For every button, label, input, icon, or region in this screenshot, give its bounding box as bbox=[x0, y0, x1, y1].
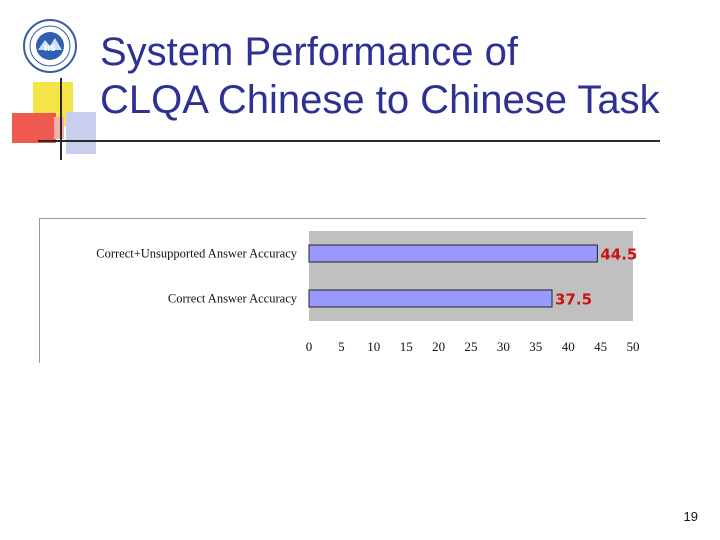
x-tick-label-10: 50 bbox=[627, 339, 640, 354]
decor-blue-square bbox=[66, 112, 96, 154]
bar-0 bbox=[308, 244, 598, 263]
bar-1 bbox=[308, 289, 553, 308]
x-tick-label-1: 5 bbox=[338, 339, 345, 354]
x-tick-label-4: 20 bbox=[432, 339, 445, 354]
bar-chart-svg: Correct+Unsupported Answer Accuracy 44.5 C… bbox=[96, 231, 640, 354]
institution-seal-logo: IIS bbox=[23, 19, 77, 73]
decor-horizontal-line bbox=[38, 140, 660, 142]
decor-vertical-line bbox=[60, 78, 62, 160]
category-label-0: Correct+Unsupported Answer Accuracy bbox=[96, 247, 297, 261]
category-label-1: Correct Answer Accuracy bbox=[168, 292, 298, 306]
svg-text:IIS: IIS bbox=[44, 44, 56, 53]
x-tick-label-3: 15 bbox=[400, 339, 413, 354]
x-tick-label-7: 35 bbox=[529, 339, 542, 354]
x-tick-label-0: 0 bbox=[306, 339, 313, 354]
x-tick-label-2: 10 bbox=[367, 339, 380, 354]
x-tick-label-9: 45 bbox=[594, 339, 607, 354]
value-label-1: 37.5 bbox=[555, 291, 592, 309]
bar-chart: Correct+Unsupported Answer Accuracy 44.5 C… bbox=[39, 218, 646, 363]
page-number: 19 bbox=[683, 509, 698, 524]
x-tick-label-5: 25 bbox=[465, 339, 478, 354]
slide-title: System Performance of CLQA Chinese to Ch… bbox=[100, 28, 700, 124]
value-label-0: 44.5 bbox=[600, 246, 637, 264]
slide-title-line-1: System Performance of bbox=[100, 30, 518, 74]
x-tick-label-6: 30 bbox=[497, 339, 510, 354]
x-tick-label-8: 40 bbox=[562, 339, 575, 354]
decor-red-square bbox=[12, 113, 64, 143]
slide-title-line-2: CLQA Chinese to Chinese Task bbox=[100, 78, 660, 122]
